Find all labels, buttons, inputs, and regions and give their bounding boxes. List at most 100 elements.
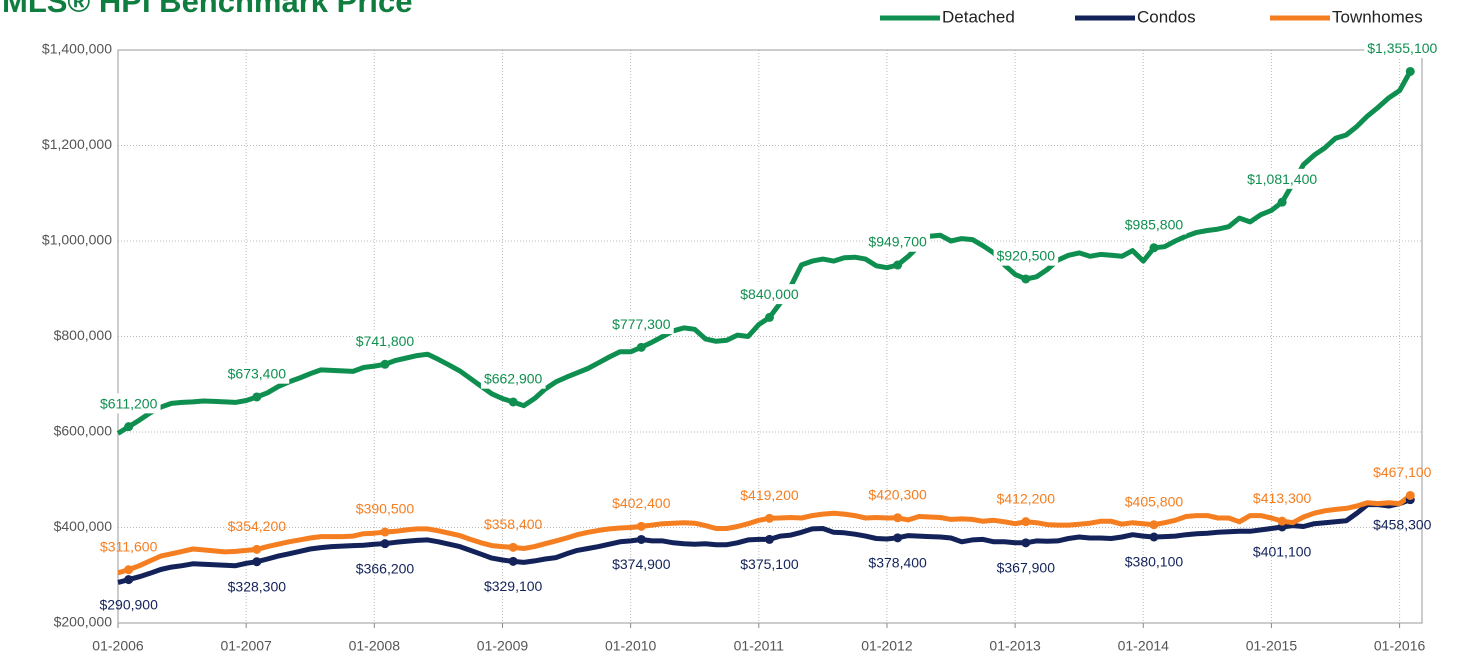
data-label: $419,200 [740,487,799,503]
data-label: $611,200 [100,395,158,411]
data-point [1021,517,1031,527]
data-label: $662,900 [484,371,543,387]
data-label: $405,800 [1125,493,1184,509]
y-tick-label: $1,200,000 [42,136,112,152]
data-label: $1,355,100 [1367,40,1437,56]
y-tick-label: $1,000,000 [42,232,112,248]
y-tick-label: $200,000 [54,614,113,630]
label-bg [1244,168,1321,189]
label-bg [1121,214,1187,235]
data-point [380,539,390,549]
data-label: $412,200 [997,490,1056,506]
data-label: $741,800 [356,333,415,349]
series-line [116,70,1413,436]
data-point [1149,243,1159,253]
label-bg [352,330,418,351]
x-tick-label: 01-2016 [1374,638,1426,654]
data-label: $380,100 [1125,554,1184,570]
y-tick-label: $800,000 [54,327,113,343]
x-tick-label: 01-2012 [861,638,913,654]
data-point [1021,538,1031,548]
data-label: $311,600 [100,538,158,554]
data-point [1149,532,1159,542]
data-point [636,342,646,352]
data-point [380,359,390,369]
data-label: $673,400 [228,366,287,382]
legend-label: Townhomes [1332,7,1423,26]
data-label: $374,900 [612,556,671,572]
legend-label: Detached [942,7,1015,26]
label-bg [1364,38,1441,59]
data-label: $366,200 [356,560,415,576]
data-label: $290,900 [99,596,158,612]
x-tick-label: 01-2013 [989,638,1041,654]
data-label: $354,200 [228,518,287,534]
x-tick-label: 01-2007 [220,638,272,654]
data-label: $367,900 [997,560,1056,576]
x-tick-label: 01-2015 [1246,638,1298,654]
data-point [893,513,903,523]
y-tick-label: $400,000 [54,518,113,534]
chart-title: MLS® HPI Benchmark Price [2,0,412,19]
data-label: $358,400 [484,516,543,532]
data-label: $328,300 [228,578,287,594]
data-point [1021,274,1031,284]
x-tick-label: 01-2006 [92,638,144,654]
data-label: $840,000 [740,286,799,302]
y-tick-label: $1,400,000 [42,41,112,57]
label-bg [609,314,674,335]
data-point [380,527,390,537]
data-point [124,565,134,575]
data-label: $401,100 [1253,544,1312,560]
data-label: $375,100 [740,556,799,572]
data-point [764,312,774,322]
data-point [764,513,774,523]
data-label: $920,500 [997,248,1056,264]
label-bg [737,284,802,305]
label-bg [480,368,546,389]
legend-label: Condos [1137,7,1196,26]
series-line [117,493,1412,576]
data-label: $467,100 [1373,464,1432,480]
data-point [636,534,646,544]
x-tick-label: 01-2009 [477,638,529,654]
data-point [893,260,903,270]
data-point [1405,490,1415,500]
data-label: $378,400 [868,555,927,571]
data-label: $458,300 [1373,516,1432,532]
data-point [636,521,646,531]
data-label: $390,500 [356,501,415,517]
series-line [117,497,1412,585]
y-tick-label: $600,000 [54,423,113,439]
data-label: $413,300 [1253,490,1312,506]
label-bg [993,245,1059,266]
data-label: $985,800 [1125,216,1184,232]
data-label: $402,400 [612,495,671,511]
data-point [508,556,518,566]
label-bg [865,231,931,252]
data-point [508,397,518,407]
data-label: $949,700 [868,234,927,250]
data-label: $1,081,400 [1247,171,1317,187]
plot-frame [117,49,1423,624]
data-label: $420,300 [868,487,927,503]
data-point [252,544,262,554]
data-point [124,575,134,585]
data-point [1277,197,1287,207]
x-tick-label: 01-2010 [605,638,657,654]
data-point [764,534,774,544]
data-point [124,422,134,432]
x-tick-label: 01-2008 [349,638,401,654]
data-point [1277,516,1287,526]
data-point [1405,66,1415,76]
label-bg [224,363,290,384]
data-label: $777,300 [612,316,671,332]
label-bg [97,393,161,414]
data-point [508,542,518,552]
data-point [893,533,903,543]
data-point [1149,520,1159,530]
x-tick-label: 01-2011 [734,638,785,654]
data-point [252,392,262,402]
